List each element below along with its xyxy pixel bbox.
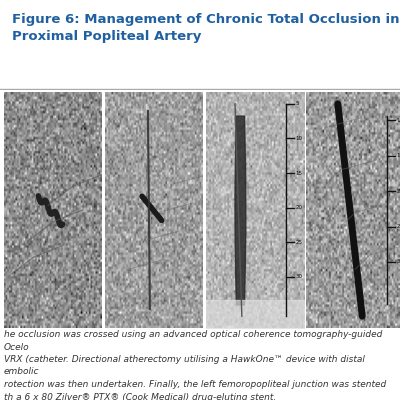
Text: 5: 5 — [296, 101, 299, 106]
Text: he occlusion was crossed using an advanced optical coherence tomography-guided O: he occlusion was crossed using an advanc… — [4, 330, 386, 400]
Text: 30: 30 — [296, 274, 303, 279]
Text: Figure 6: Management of Chronic Total Occlusion in the
Proximal Popliteal Artery: Figure 6: Management of Chronic Total Oc… — [12, 13, 400, 43]
Text: 20: 20 — [396, 189, 400, 194]
Text: 25: 25 — [396, 224, 400, 229]
Text: 15: 15 — [396, 153, 400, 158]
Text: 30: 30 — [396, 260, 400, 264]
Text: 20: 20 — [296, 205, 303, 210]
Text: 25: 25 — [296, 240, 303, 245]
Text: 10: 10 — [296, 136, 303, 141]
Text: 10: 10 — [396, 118, 400, 123]
Text: 15: 15 — [296, 170, 303, 176]
